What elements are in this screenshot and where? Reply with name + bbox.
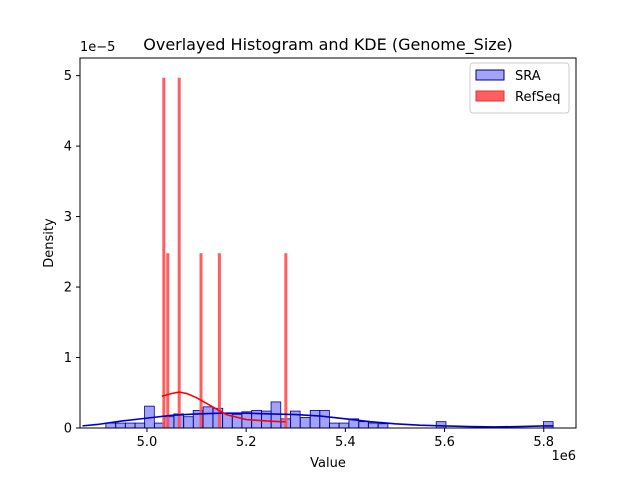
legend-label-refseq: RefSeq: [515, 90, 561, 105]
refseq-bar-3: [199, 253, 203, 428]
refseq-bar-4: [217, 253, 221, 428]
y-tick-label: 2: [64, 281, 72, 296]
x-tick-label: 5.4: [335, 435, 356, 450]
y-tick-label: 5: [64, 69, 72, 84]
x-offset-label: 1e6: [551, 449, 576, 464]
refseq-bar-1: [166, 253, 170, 428]
sra-bar-2: [124, 422, 136, 429]
y-tick-label: 0: [64, 422, 72, 437]
sra-bar-23: [329, 422, 340, 429]
sra-bar-21: [309, 409, 321, 429]
axes-frame: [79, 57, 577, 429]
y-tick-label: 1: [64, 351, 72, 366]
refseq-histogram: [162, 77, 288, 428]
y-axis-label: Density: [42, 218, 57, 268]
x-axis-ticks: 5.0 5.2 5.4 5.6 5.8: [137, 428, 554, 450]
x-axis-label: Value: [310, 456, 346, 471]
sra-bar-28: [377, 423, 389, 429]
legend: SRA RefSeq: [469, 62, 570, 114]
sra-bar-3: [134, 422, 146, 429]
chart-title: Overlayed Histogram and KDE (Genome_Size…: [143, 35, 513, 55]
sra-bar-1: [115, 422, 126, 429]
sra-bar-29: [435, 421, 447, 429]
sra-bar-26: [358, 421, 369, 429]
refseq-bar-0: [162, 77, 166, 428]
legend-swatch-refseq: [475, 90, 505, 102]
y-axis-ticks: 0 1 2 3 4 5: [64, 69, 80, 437]
x-tick-label: 5.2: [236, 435, 257, 450]
x-tick-label: 5.8: [533, 435, 554, 450]
sra-bar-10: [202, 406, 214, 429]
y-tick-label: 4: [64, 140, 72, 155]
sra-bar-8: [183, 416, 194, 429]
sra-bar-17: [270, 401, 282, 429]
legend-swatch-sra: [475, 69, 505, 81]
sra-bar-22: [319, 409, 330, 429]
sra-bar-19: [289, 410, 301, 429]
x-tick-label: 5.0: [137, 435, 158, 450]
sra-kde-line: [82, 412, 554, 428]
sra-bar-27: [367, 422, 379, 429]
sra-bar-30: [542, 421, 554, 429]
sra-bar-20: [299, 417, 311, 429]
x-tick-label: 5.6: [434, 435, 455, 450]
y-tick-label: 3: [64, 210, 72, 225]
sra-bar-24: [338, 422, 350, 429]
kde-curves: [82, 391, 554, 428]
y-offset-label: 1e−5: [80, 40, 115, 55]
legend-label-sra: SRA: [515, 69, 541, 84]
refseq-bar-2: [177, 77, 181, 428]
refseq-bar-5: [284, 253, 288, 428]
refseq-kde-line: [161, 391, 286, 423]
